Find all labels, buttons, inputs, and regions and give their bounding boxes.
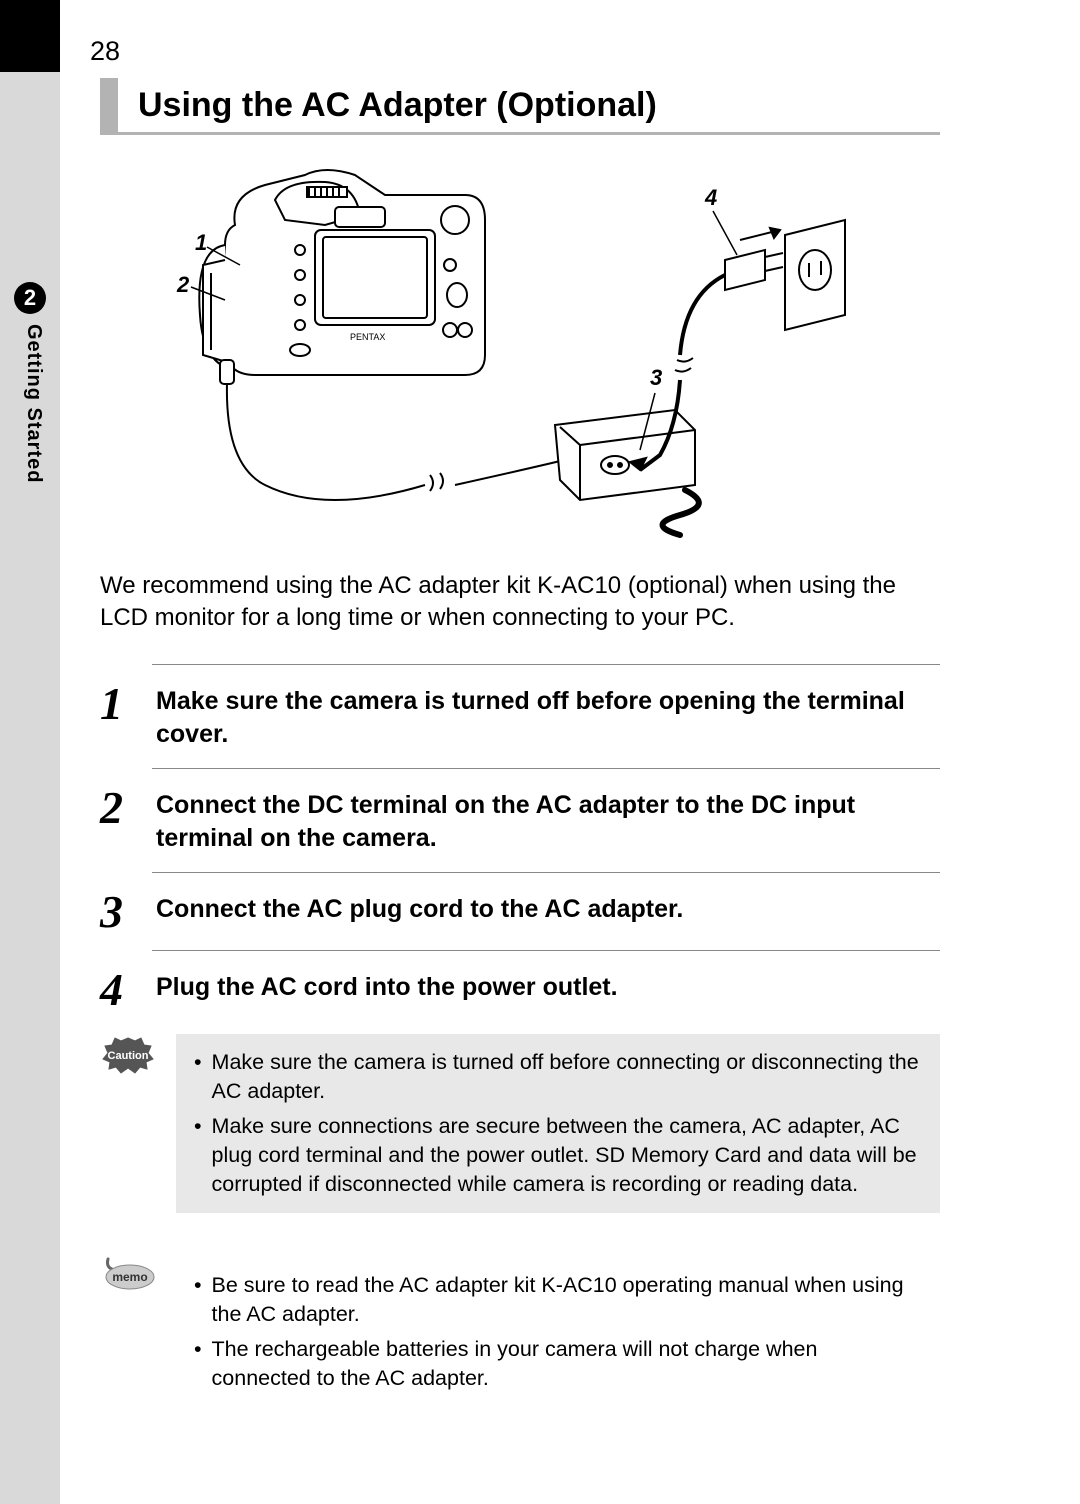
memo-body: •Be sure to read the AC adapter kit K-AC… <box>176 1257 940 1407</box>
diagram-callout-3: 3 <box>650 365 662 390</box>
memo-bullet: •Be sure to read the AC adapter kit K-AC… <box>194 1271 922 1329</box>
ac-adapter-diagram: PENTAX 1 2 <box>125 165 915 545</box>
svg-text:PENTAX: PENTAX <box>350 332 385 342</box>
chapter-number-badge: 2 <box>14 282 46 314</box>
memo-block: memo •Be sure to read the AC adapter kit… <box>100 1257 940 1407</box>
step-number: 3 <box>100 891 128 932</box>
heading-bar <box>100 78 118 132</box>
step-1: 1 Make sure the camera is turned off bef… <box>100 665 940 768</box>
diagram-callout-1: 1 <box>195 230 207 255</box>
chapter-label: Getting Started <box>22 324 45 483</box>
chapter-number: 2 <box>24 285 36 311</box>
corner-black <box>0 0 60 72</box>
memo-icon: memo <box>100 1257 156 1298</box>
step-number: 4 <box>100 969 128 1010</box>
diagram-callout-2: 2 <box>176 272 190 297</box>
memo-label: memo <box>112 1270 147 1284</box>
section-heading: Using the AC Adapter (Optional) <box>138 86 657 125</box>
memo-text: Be sure to read the AC adapter kit K-AC1… <box>212 1271 922 1329</box>
step-text: Connect the DC terminal on the AC adapte… <box>156 787 940 854</box>
caution-icon: Caution <box>100 1034 156 1079</box>
step-text: Make sure the camera is turned off befor… <box>156 683 940 750</box>
step-2: 2 Connect the DC terminal on the AC adap… <box>100 769 940 872</box>
intro-paragraph: We recommend using the AC adapter kit K-… <box>100 570 940 635</box>
caution-bullet: •Make sure the camera is turned off befo… <box>194 1048 922 1106</box>
notes-area: Caution •Make sure the camera is turned … <box>100 1010 940 1407</box>
heading-block: Using the AC Adapter (Optional) <box>100 78 940 132</box>
step-number: 1 <box>100 683 128 724</box>
caution-label: Caution <box>108 1050 149 1062</box>
memo-text: The rechargeable batteries in your camer… <box>212 1335 922 1393</box>
steps-list: 1 Make sure the camera is turned off bef… <box>100 664 940 1029</box>
step-text: Plug the AC cord into the power outlet. <box>156 969 618 1004</box>
caution-text: Make sure connections are secure between… <box>212 1112 922 1199</box>
caution-bullet: •Make sure connections are secure betwee… <box>194 1112 922 1199</box>
memo-bullet: •The rechargeable batteries in your came… <box>194 1335 922 1393</box>
caution-text: Make sure the camera is turned off befor… <box>212 1048 922 1106</box>
diagram-callout-4: 4 <box>704 185 717 210</box>
step-text: Connect the AC plug cord to the AC adapt… <box>156 891 683 926</box>
caution-block: Caution •Make sure the camera is turned … <box>100 1034 940 1213</box>
step-3: 3 Connect the AC plug cord to the AC ada… <box>100 873 940 950</box>
caution-body: •Make sure the camera is turned off befo… <box>176 1034 940 1213</box>
step-number: 2 <box>100 787 128 828</box>
page-number: 28 <box>90 36 120 67</box>
